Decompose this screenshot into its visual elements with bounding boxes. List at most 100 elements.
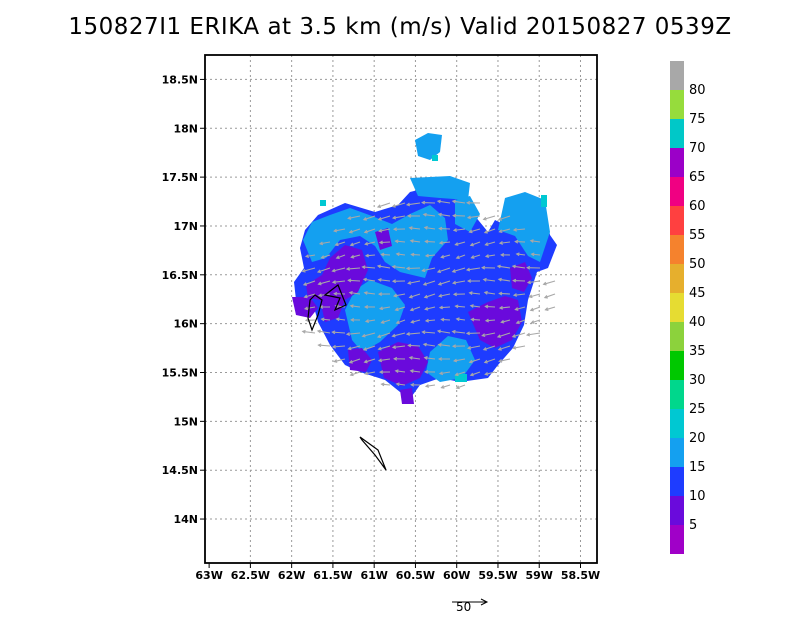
colorbar-segment bbox=[670, 235, 684, 264]
wind-vector-head bbox=[544, 307, 549, 311]
wind-vector bbox=[452, 200, 466, 204]
wind-vector bbox=[471, 318, 481, 321]
wind-vector-head bbox=[349, 304, 354, 309]
wind-vector bbox=[424, 293, 436, 298]
wind-vector-head bbox=[481, 265, 486, 270]
wind-vector bbox=[410, 240, 421, 243]
scale-vector bbox=[452, 598, 489, 606]
wind-vector-head bbox=[530, 320, 535, 324]
wind-vector bbox=[336, 254, 346, 259]
wind-vector-head bbox=[363, 359, 368, 364]
speed-region-5-10-se bbox=[510, 262, 532, 292]
wind-vector-head bbox=[409, 239, 414, 243]
wind-vector bbox=[318, 344, 331, 347]
wind-vector bbox=[381, 319, 391, 324]
wind-vector-head bbox=[469, 242, 474, 247]
axis-ticks: 63W 62.5W 62W 61.5W 61W 60.5W 60W 59.5W 59W 58.5W… bbox=[162, 73, 600, 582]
wind-vector-head bbox=[437, 357, 443, 361]
colorbar-segment bbox=[670, 380, 684, 409]
wind-vector bbox=[467, 215, 481, 219]
wind-vector-head bbox=[467, 345, 472, 350]
wind-vector-head bbox=[317, 343, 322, 348]
wind-vector-head bbox=[496, 264, 501, 269]
wind-vector-head bbox=[378, 228, 383, 233]
colorbar-label: 55 bbox=[689, 228, 706, 243]
wind-vector-head bbox=[378, 370, 384, 374]
wind-vector-head bbox=[482, 216, 487, 221]
wind-vector bbox=[317, 267, 331, 273]
wind-vector-head bbox=[361, 333, 366, 338]
wind-vector-head bbox=[421, 330, 426, 335]
wind-vector-head bbox=[440, 317, 445, 322]
wind-vector-head bbox=[331, 330, 336, 335]
wind-vector-head bbox=[452, 213, 457, 218]
wind-vector bbox=[392, 345, 406, 348]
wind-vector-head bbox=[515, 320, 520, 325]
colorbar-segment bbox=[670, 148, 684, 177]
wind-vector bbox=[396, 253, 406, 256]
lon-tick-label: 61W bbox=[360, 569, 387, 582]
wind-vector-head bbox=[377, 277, 382, 282]
wind-vector-head bbox=[438, 371, 444, 376]
wind-vector-head bbox=[525, 332, 531, 337]
wind-vector-head bbox=[320, 317, 325, 322]
wind-vector-head bbox=[377, 346, 382, 351]
wind-vector bbox=[318, 280, 331, 285]
lat-tick-label: 17.5N bbox=[162, 171, 198, 184]
wind-vector-head bbox=[331, 344, 336, 349]
wind-vector bbox=[349, 358, 361, 364]
wind-vector bbox=[377, 265, 391, 269]
wind-vector-head bbox=[347, 346, 352, 351]
speed-region-15-20-south bbox=[426, 336, 475, 382]
wind-vector-head bbox=[376, 204, 382, 209]
colorbar-segment bbox=[670, 293, 684, 322]
wind-vector bbox=[453, 228, 466, 231]
wind-vector bbox=[456, 318, 466, 321]
wind-vector-head bbox=[470, 317, 475, 322]
wind-vector bbox=[530, 240, 541, 243]
colorbar-label: 25 bbox=[689, 402, 706, 417]
colorbar-segment bbox=[670, 119, 684, 148]
wind-vector bbox=[411, 319, 421, 323]
wind-vector bbox=[424, 357, 436, 360]
wind-vector bbox=[529, 293, 541, 298]
wind-vector bbox=[545, 306, 556, 311]
wind-vector-head bbox=[395, 382, 400, 387]
wind-vector-head bbox=[484, 242, 489, 246]
speed-region-20-25-b bbox=[541, 195, 547, 207]
wind-vector bbox=[364, 358, 376, 363]
wind-vector bbox=[497, 332, 511, 338]
colorbar-label: 50 bbox=[689, 257, 706, 272]
wind-vector bbox=[381, 383, 391, 386]
wind-vector-head bbox=[498, 291, 503, 296]
island-outlines bbox=[307, 284, 387, 471]
wind-vector bbox=[381, 253, 391, 256]
wind-vector bbox=[363, 215, 376, 221]
wind-vector bbox=[346, 267, 361, 270]
map-frame bbox=[204, 54, 598, 564]
wind-vector bbox=[501, 319, 511, 323]
wind-vector bbox=[392, 202, 406, 208]
wind-vector-head bbox=[391, 264, 396, 269]
wind-vector bbox=[499, 292, 511, 295]
colorbar-segment bbox=[670, 351, 684, 380]
wind-vector-head bbox=[483, 359, 488, 364]
wind-vector bbox=[499, 228, 511, 233]
wind-vector-head bbox=[529, 239, 534, 243]
wind-vector bbox=[437, 200, 451, 204]
wind-vector bbox=[437, 267, 451, 273]
lon-tick-label: 60.5W bbox=[396, 569, 435, 582]
wind-vector-head bbox=[500, 252, 505, 257]
wind-vector bbox=[485, 241, 496, 246]
lon-tick-label: 61.5W bbox=[313, 569, 352, 582]
wind-vector bbox=[516, 319, 526, 324]
wind-vector-head bbox=[424, 318, 429, 323]
wind-vector-head bbox=[512, 278, 517, 283]
wind-vector-head bbox=[455, 385, 460, 390]
wind-vector bbox=[516, 253, 526, 256]
lat-tick-label: 14.5N bbox=[162, 464, 198, 477]
wind-vector bbox=[396, 383, 406, 386]
wind-vector bbox=[411, 253, 421, 256]
wind-vector-head bbox=[333, 228, 338, 233]
wind-vector-head bbox=[333, 359, 338, 363]
